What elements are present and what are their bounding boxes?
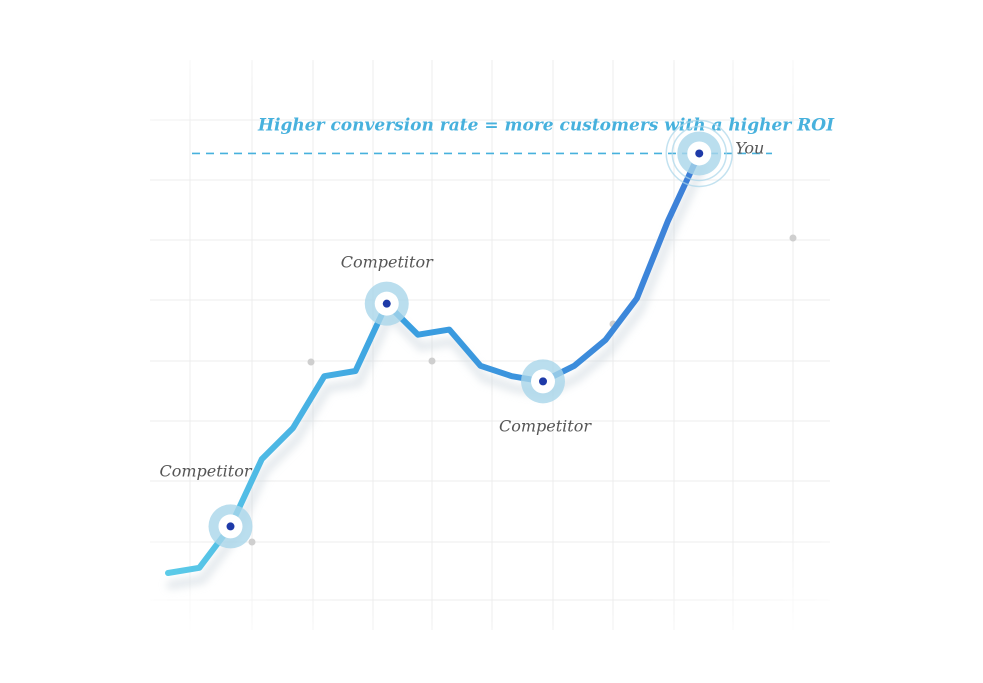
marker-ring — [671, 125, 727, 182]
series-line — [165, 150, 703, 576]
series-line-shadow — [166, 160, 707, 590]
grid-dot — [307, 358, 315, 366]
marker-dot — [539, 377, 547, 386]
marker-dot — [226, 522, 235, 531]
marker-ring — [665, 119, 733, 188]
marker-dot — [382, 299, 391, 308]
you-label: You — [735, 138, 764, 157]
data-marker: You — [665, 119, 764, 188]
data-marker: Competitor — [341, 253, 434, 326]
markers: Competitor Competitor Competitor You — [159, 119, 764, 549]
competitor-label: Competitor — [341, 253, 434, 272]
competitor-label: Competitor — [159, 461, 252, 480]
marker-dot — [695, 149, 704, 158]
data-marker: Competitor — [159, 461, 253, 549]
data-marker: Competitor — [499, 359, 592, 435]
competitor-label: Competitor — [499, 416, 592, 435]
headline-text: Higher conversion rate = more customers … — [257, 115, 835, 135]
grid-dot — [428, 357, 436, 365]
grid-dot — [248, 538, 256, 546]
grid-dot — [789, 234, 797, 242]
